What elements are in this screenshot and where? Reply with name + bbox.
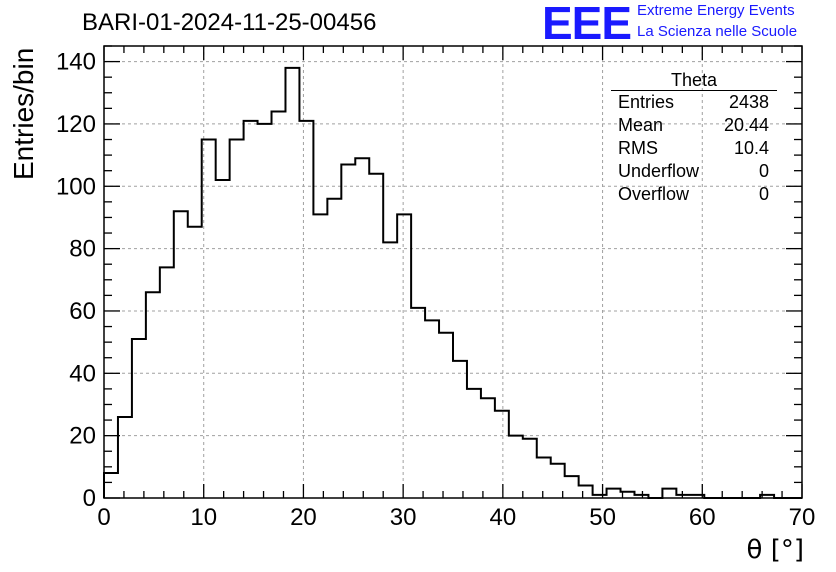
x-tick-label: 0	[97, 504, 110, 531]
histogram-bin	[397, 214, 411, 498]
histogram-bin	[341, 164, 355, 498]
histogram-bin	[425, 320, 439, 498]
histogram-bin	[607, 489, 621, 498]
chart-title: BARI-01-2024-11-25-00456	[82, 9, 377, 36]
y-tick-label: 0	[83, 485, 96, 512]
stats-row-rms: RMS 10.4	[611, 137, 777, 160]
histogram-bin	[579, 486, 593, 498]
y-tick-label: 20	[69, 423, 96, 450]
histogram-bin	[369, 174, 383, 498]
y-axis-label: Entries/bin	[8, 47, 39, 180]
histogram-bin	[313, 214, 327, 498]
x-tick-label: 40	[490, 504, 517, 531]
histogram-bin	[495, 411, 509, 498]
histogram-bin	[467, 389, 481, 498]
y-tick-label: 140	[56, 49, 96, 76]
histogram-bin	[202, 140, 216, 498]
histogram-bin	[537, 457, 551, 498]
y-tick-label: 80	[69, 236, 96, 263]
histogram-bin	[244, 121, 258, 498]
y-tick-label: 60	[69, 298, 96, 325]
stats-label: RMS	[618, 138, 658, 158]
stats-value: 0	[758, 184, 769, 204]
histogram-bin	[299, 121, 313, 498]
histogram-bin	[285, 68, 299, 498]
histogram-bin	[174, 211, 188, 498]
histogram-bin	[104, 473, 118, 498]
logo-line-1: Extreme Energy Events	[637, 2, 795, 19]
histogram-bin	[383, 242, 397, 498]
histogram-bin	[216, 180, 230, 498]
histogram-bin	[355, 158, 369, 498]
histogram-bin	[439, 333, 453, 498]
stats-label: Entries	[618, 92, 675, 112]
histogram-bin	[453, 361, 467, 498]
stats-row-overflow: Overflow 0	[611, 183, 777, 206]
histogram-bin	[118, 417, 132, 498]
histogram-bin	[523, 439, 537, 498]
histogram-bin	[146, 292, 160, 498]
y-tick-label: 40	[69, 360, 96, 387]
x-tick-label: 20	[290, 504, 317, 531]
stats-value: 20.44	[723, 115, 769, 135]
stats-value: 2438	[728, 92, 769, 112]
histogram-bin	[509, 436, 523, 498]
stats-title: Theta	[611, 70, 777, 91]
stats-row-entries: Entries 2438	[611, 91, 777, 114]
histogram-bin	[662, 489, 676, 498]
y-tick-label: 100	[56, 173, 96, 200]
stats-label: Overflow	[618, 184, 690, 204]
x-tick-label: 60	[689, 504, 716, 531]
x-tick-label: 30	[390, 504, 417, 531]
logo-line-2: La Scienza nelle Scuole	[637, 23, 798, 40]
histogram-bin	[188, 227, 202, 498]
stats-label: Underflow	[618, 161, 700, 181]
stats-box: Theta Entries 2438 Mean 20.44 RMS 10.4 U…	[611, 70, 777, 206]
histogram-bin	[230, 140, 244, 498]
histogram-bin	[411, 308, 425, 498]
histogram-bin	[565, 476, 579, 498]
stats-row-underflow: Underflow 0	[611, 160, 777, 183]
histogram-bin	[481, 398, 495, 498]
histogram-bin	[132, 339, 146, 498]
eee-logo: EEE	[542, 0, 632, 49]
stats-value: 0	[758, 161, 769, 181]
stats-label: Mean	[618, 115, 664, 135]
y-tick-label: 120	[56, 111, 96, 138]
x-tick-label: 10	[190, 504, 217, 531]
histogram-bin	[272, 111, 286, 498]
stats-row-mean: Mean 20.44	[611, 114, 777, 137]
stats-value: 10.4	[733, 138, 769, 158]
histogram-bin	[327, 199, 341, 498]
histogram-bin	[160, 267, 174, 498]
x-tick-label: 70	[789, 504, 816, 531]
x-axis-label: θ [°]	[746, 535, 804, 565]
x-tick-label: 50	[589, 504, 616, 531]
plot-frame	[103, 45, 803, 499]
histogram-bin	[258, 124, 272, 498]
